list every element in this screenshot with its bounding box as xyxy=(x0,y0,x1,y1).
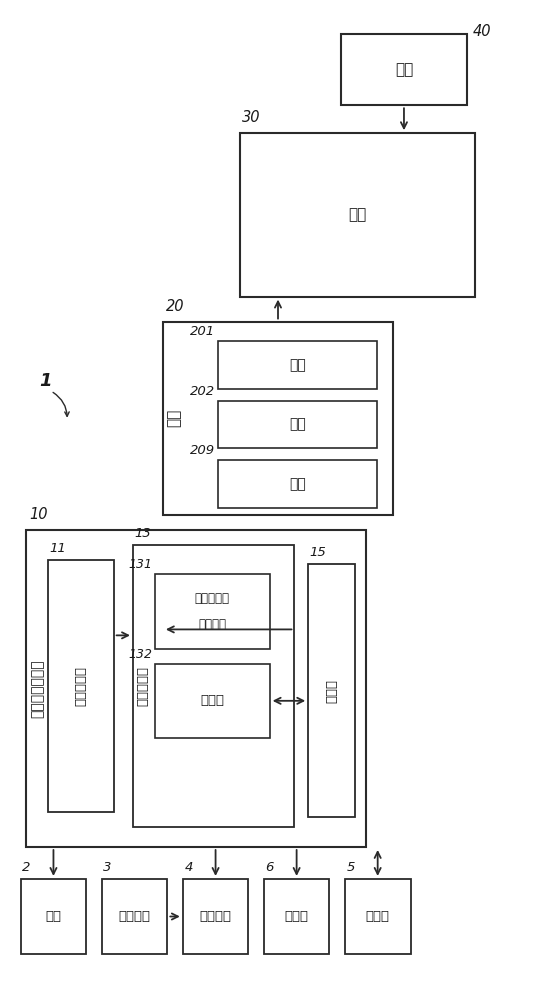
Text: 6: 6 xyxy=(265,861,274,874)
Bar xyxy=(218,460,376,508)
Bar xyxy=(240,133,475,297)
Bar xyxy=(183,879,249,954)
Bar xyxy=(218,401,376,448)
Text: 4: 4 xyxy=(185,861,193,874)
Bar xyxy=(26,530,366,847)
Text: 振荡电路: 振荡电路 xyxy=(118,910,151,923)
Text: 控制部: 控制部 xyxy=(325,679,338,703)
Text: 1: 1 xyxy=(39,372,52,390)
Bar xyxy=(133,545,295,827)
Text: 转子: 转子 xyxy=(289,418,306,432)
Text: 10: 10 xyxy=(29,507,47,522)
Text: 指针: 指针 xyxy=(395,62,413,77)
Text: 5: 5 xyxy=(346,861,355,874)
Bar xyxy=(341,34,467,105)
Text: 40: 40 xyxy=(473,24,491,39)
Text: 20: 20 xyxy=(166,299,184,314)
Text: 201: 201 xyxy=(190,325,215,338)
Text: 分频电路: 分频电路 xyxy=(200,910,231,923)
Text: 15: 15 xyxy=(310,546,326,559)
Bar xyxy=(48,560,113,812)
Bar xyxy=(308,564,355,817)
Bar xyxy=(345,879,410,954)
Text: 存储部: 存储部 xyxy=(366,910,390,923)
Text: 计数部: 计数部 xyxy=(200,694,224,707)
Text: 针位置控制装置: 针位置控制装置 xyxy=(30,659,44,718)
Text: 2: 2 xyxy=(22,861,31,874)
Text: 209: 209 xyxy=(190,444,215,457)
Text: 132: 132 xyxy=(128,648,152,661)
Text: 操作部: 操作部 xyxy=(285,910,309,923)
Text: 电池: 电池 xyxy=(46,910,62,923)
Bar xyxy=(102,879,167,954)
Text: 3: 3 xyxy=(103,861,112,874)
Text: 脉冲控制部: 脉冲控制部 xyxy=(75,666,87,706)
Text: 定子: 定子 xyxy=(289,358,306,372)
Bar xyxy=(21,879,86,954)
Text: 计时器部: 计时器部 xyxy=(198,618,226,631)
Text: 线圈: 线圈 xyxy=(289,477,306,491)
Text: 旋转检测部: 旋转检测部 xyxy=(195,592,230,605)
Text: 轮系: 轮系 xyxy=(348,207,366,222)
Bar xyxy=(218,341,376,389)
Bar xyxy=(163,322,393,515)
Text: 131: 131 xyxy=(128,558,152,571)
Text: 11: 11 xyxy=(49,542,66,555)
Text: 30: 30 xyxy=(242,110,261,125)
Text: 指针驱动部: 指针驱动部 xyxy=(136,666,149,706)
Bar xyxy=(155,574,270,649)
Text: 电机: 电机 xyxy=(166,409,181,427)
Text: 202: 202 xyxy=(190,385,215,398)
Text: 13: 13 xyxy=(135,527,151,540)
Bar xyxy=(155,664,270,738)
Bar xyxy=(264,879,330,954)
